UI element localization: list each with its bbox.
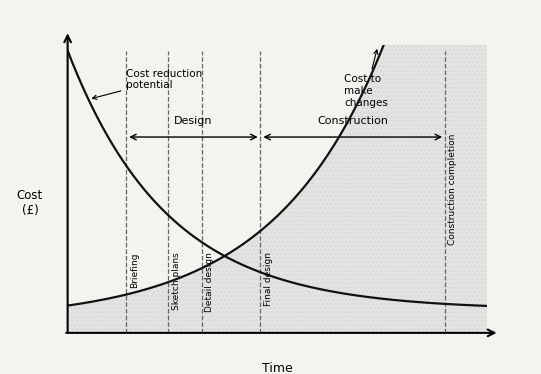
Text: Cost to
make
changes: Cost to make changes bbox=[345, 50, 388, 108]
Text: Design: Design bbox=[174, 116, 213, 126]
Text: Briefing: Briefing bbox=[130, 252, 138, 288]
Text: Construction completion: Construction completion bbox=[448, 133, 457, 245]
Text: Final design: Final design bbox=[264, 252, 273, 306]
Text: Detail design: Detail design bbox=[205, 252, 214, 312]
Text: Construction: Construction bbox=[317, 116, 388, 126]
Text: Cost
(£): Cost (£) bbox=[17, 189, 43, 217]
Text: Sketch plans: Sketch plans bbox=[171, 252, 181, 310]
Text: Cost reduction
potential: Cost reduction potential bbox=[93, 69, 202, 99]
Text: Time: Time bbox=[262, 362, 293, 374]
